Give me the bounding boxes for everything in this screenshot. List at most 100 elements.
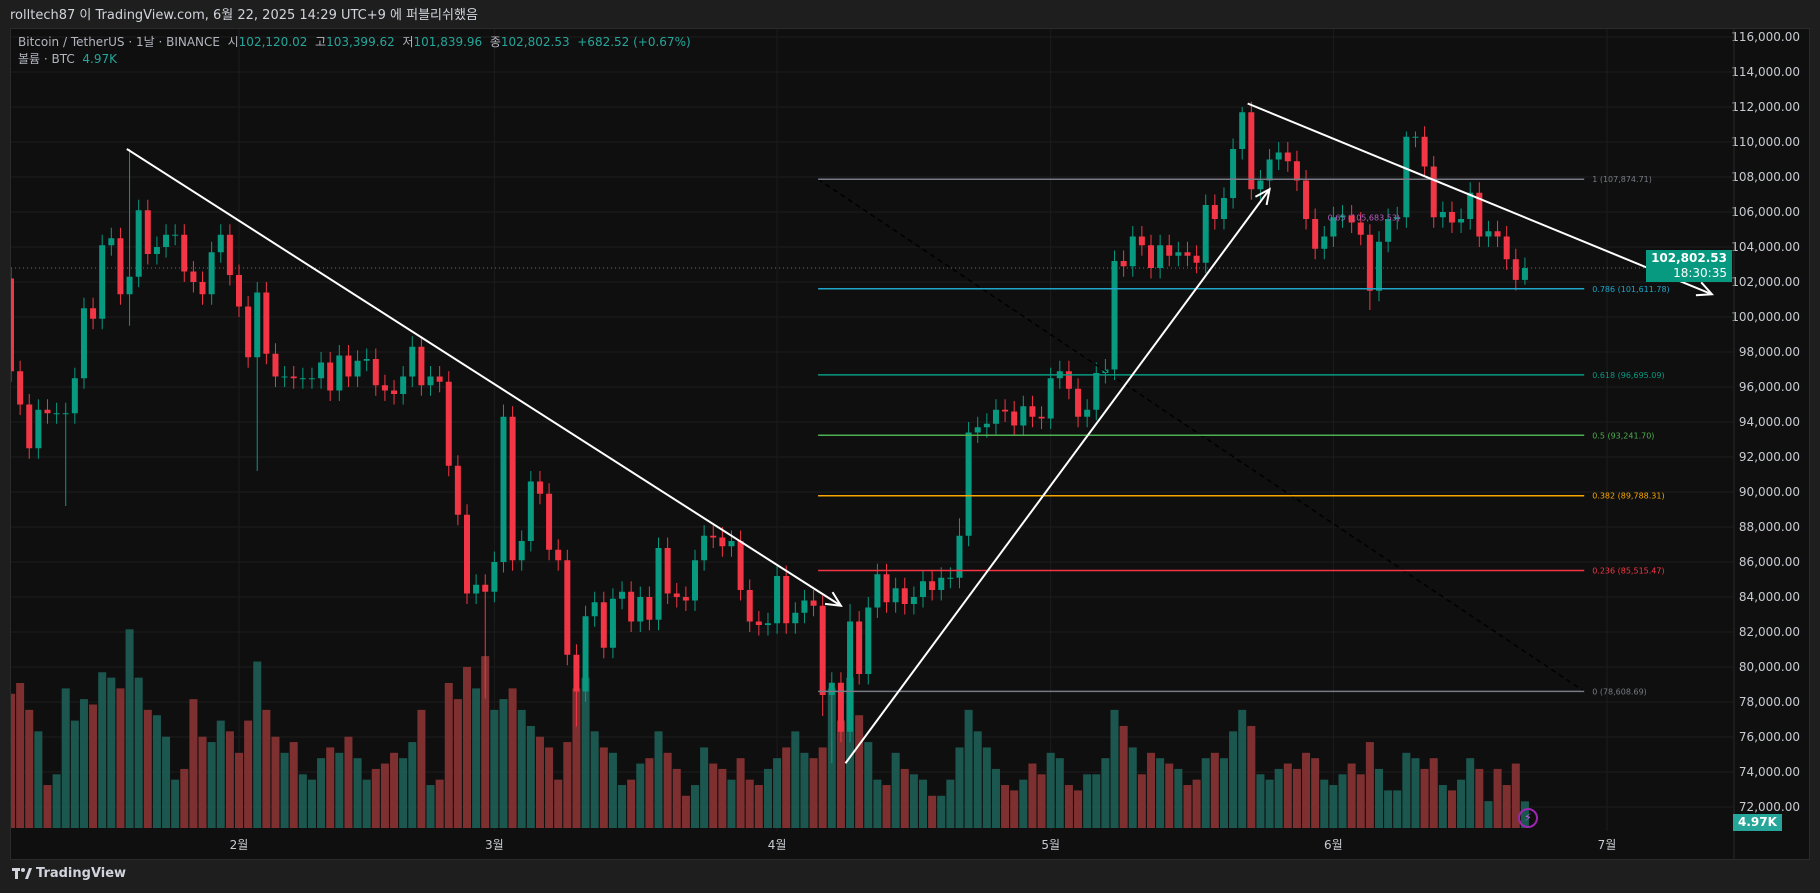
candle-body [1494, 231, 1501, 237]
volume-bar [189, 699, 198, 828]
candle-body [1385, 219, 1392, 242]
volume-bar [1493, 768, 1502, 828]
volume-bar [390, 752, 399, 828]
candle-body [992, 409, 999, 424]
price-axis-label: 110,000.00 [1731, 135, 1800, 149]
volume-bar [946, 779, 955, 828]
candle-body [336, 355, 343, 391]
volume-bar [991, 768, 1000, 828]
candle-body [327, 362, 334, 391]
candle-body [582, 616, 589, 692]
candle-body [719, 537, 726, 547]
volume-bar [353, 758, 362, 828]
volume-bar [1083, 774, 1092, 828]
volume-bar [225, 731, 234, 828]
candle-body [299, 378, 306, 380]
volume-bar [16, 683, 25, 828]
candle-body [1312, 219, 1319, 249]
candle-body [637, 597, 644, 622]
volume-bar [1092, 774, 1101, 828]
volume-bar [919, 779, 927, 828]
tradingview-logo[interactable]: TradingView [12, 866, 126, 881]
volume-bar [362, 779, 371, 828]
volume-bar [782, 747, 791, 828]
volume-bar [1475, 768, 1484, 828]
candle-body [172, 234, 179, 236]
candle-body [1394, 217, 1401, 219]
volume-bar [1119, 725, 1128, 828]
volume-bar [207, 742, 216, 828]
candle-body [546, 493, 553, 550]
volume-bar [1174, 768, 1183, 828]
candle-body [947, 577, 954, 579]
price-axis-label: 78,000.00 [1739, 695, 1800, 709]
time-axis-label: 2월 [230, 838, 249, 852]
volume-bar [1010, 790, 1019, 828]
candle-body [692, 560, 698, 601]
symbol-title[interactable]: Bitcoin / TetherUS · 1날 · BINANCE [18, 35, 220, 49]
volume-bar [681, 795, 690, 828]
volume-bar [1420, 768, 1429, 828]
candle-body [965, 432, 972, 536]
candle-body [1093, 373, 1100, 410]
candle-body [527, 481, 534, 541]
volume-label[interactable]: 볼륨 · BTC [18, 52, 75, 66]
volume-bar [855, 715, 864, 828]
candle-body [1476, 192, 1483, 237]
volume-bar [891, 752, 900, 828]
volume-bar [1338, 774, 1347, 828]
volume-bar [599, 747, 608, 828]
volume-bar [700, 747, 709, 828]
volume-bar [864, 742, 873, 828]
volume-bar [526, 725, 535, 828]
candle-body [418, 346, 425, 386]
candle-body [1230, 149, 1237, 198]
candle-body [391, 390, 398, 394]
candle-body [810, 600, 817, 606]
volume-bar [1137, 774, 1146, 828]
candle-body [135, 210, 142, 277]
volume-bar [162, 736, 171, 828]
close-label: 종 [489, 35, 501, 49]
open-label: 시 [227, 35, 239, 49]
price-axis-label: 96,000.00 [1739, 380, 1800, 394]
candle-body [1193, 255, 1200, 263]
price-axis-label: 114,000.00 [1731, 65, 1800, 79]
volume-bar [1457, 779, 1466, 828]
fib-level-label: 1 (107,874.71) [1592, 175, 1652, 184]
price-axis-label: 92,000.00 [1739, 450, 1800, 464]
volume-bar [581, 677, 590, 828]
volume-bar [1438, 785, 1447, 828]
volume-bar [745, 779, 754, 828]
volume-bar [435, 779, 444, 828]
candle-body [536, 481, 543, 494]
volume-bar [244, 720, 253, 828]
volume-bar [727, 779, 736, 828]
candle-body [673, 593, 680, 597]
candle-body [363, 359, 370, 361]
fib-level-label: 0.382 (89,788.31) [1592, 492, 1664, 501]
change-value: +682.52 (+0.67%) [577, 35, 691, 49]
candle-body [90, 308, 97, 319]
volume-bar [1466, 758, 1475, 828]
candle-body [1467, 192, 1474, 219]
candle-body [35, 409, 42, 449]
candle-body [1239, 112, 1246, 149]
candle-body [491, 562, 498, 592]
candle-body [728, 541, 735, 547]
candle-body [372, 359, 379, 386]
fib-level-label: 0.236 (85,515.47) [1592, 566, 1664, 575]
price-axis-label: 88,000.00 [1739, 520, 1800, 534]
volume-bar [1365, 742, 1374, 828]
volume-bar [317, 758, 326, 828]
lightning-icon[interactable]: ⚡ [1518, 808, 1538, 828]
volume-bar [289, 742, 298, 828]
volume-bar [89, 704, 98, 828]
trendline-downtrend-may-jun [1247, 102, 1713, 296]
chart-panel[interactable] [10, 28, 1810, 860]
candle-body [883, 574, 890, 603]
trendline-uptrend-apr-may [844, 188, 1271, 764]
volume-bar [1165, 763, 1174, 828]
candle-body [682, 597, 689, 601]
